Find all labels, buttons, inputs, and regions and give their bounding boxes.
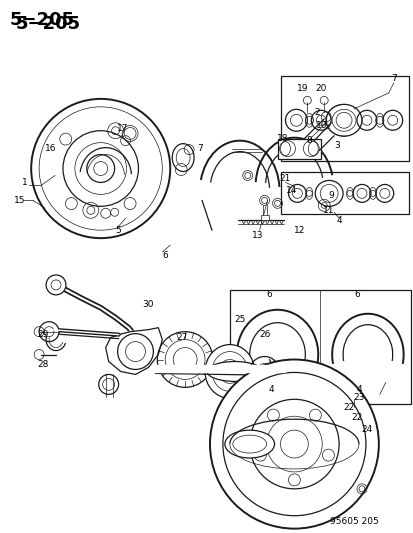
Text: 22: 22 <box>351 413 362 422</box>
Text: 24: 24 <box>361 425 372 434</box>
Circle shape <box>46 275 66 295</box>
Text: 21: 21 <box>279 174 290 183</box>
Text: 7: 7 <box>197 144 202 153</box>
Text: 13: 13 <box>251 231 263 240</box>
Text: 14: 14 <box>285 186 297 195</box>
Text: 23: 23 <box>352 393 364 402</box>
Text: 16: 16 <box>45 144 57 153</box>
Text: 18: 18 <box>276 134 287 143</box>
Circle shape <box>209 360 378 529</box>
Text: 4: 4 <box>335 216 341 225</box>
Polygon shape <box>105 328 162 375</box>
Ellipse shape <box>224 430 274 458</box>
Text: 8: 8 <box>306 136 311 145</box>
Text: 15: 15 <box>14 196 25 205</box>
Text: 22: 22 <box>343 403 354 412</box>
Text: 30: 30 <box>142 300 154 309</box>
Text: 6: 6 <box>162 251 168 260</box>
Text: 5−205: 5−205 <box>9 11 74 29</box>
Text: 10: 10 <box>315 121 326 130</box>
Text: 95605 205: 95605 205 <box>329 517 378 526</box>
Text: 1: 1 <box>22 178 28 187</box>
Text: 7: 7 <box>390 75 396 84</box>
Bar <box>281 173 408 214</box>
Text: 26: 26 <box>258 330 270 339</box>
Text: 19: 19 <box>296 84 307 93</box>
Ellipse shape <box>204 345 254 398</box>
Text: 27: 27 <box>176 333 188 342</box>
Text: 3: 3 <box>333 141 339 150</box>
Bar <box>281 76 408 160</box>
Ellipse shape <box>206 361 262 382</box>
Bar <box>260 215 268 220</box>
Text: 5: 5 <box>116 225 121 235</box>
Text: 12: 12 <box>293 225 304 235</box>
Text: 5−205: 5−205 <box>15 15 80 34</box>
Bar <box>229 290 410 404</box>
Text: 6: 6 <box>266 290 272 300</box>
Text: 11: 11 <box>323 206 334 215</box>
Text: 28: 28 <box>37 360 49 369</box>
Text: 20: 20 <box>315 84 326 93</box>
Text: 4: 4 <box>268 385 274 394</box>
Text: 29: 29 <box>37 330 49 339</box>
Circle shape <box>117 334 153 369</box>
Circle shape <box>98 375 118 394</box>
Bar <box>277 139 320 158</box>
Circle shape <box>39 322 59 342</box>
Text: 25: 25 <box>233 315 245 324</box>
Text: 17: 17 <box>116 124 128 133</box>
Text: 9: 9 <box>328 191 333 200</box>
Text: 6: 6 <box>353 290 359 300</box>
Text: 2: 2 <box>314 108 319 117</box>
Text: 4: 4 <box>355 385 361 394</box>
